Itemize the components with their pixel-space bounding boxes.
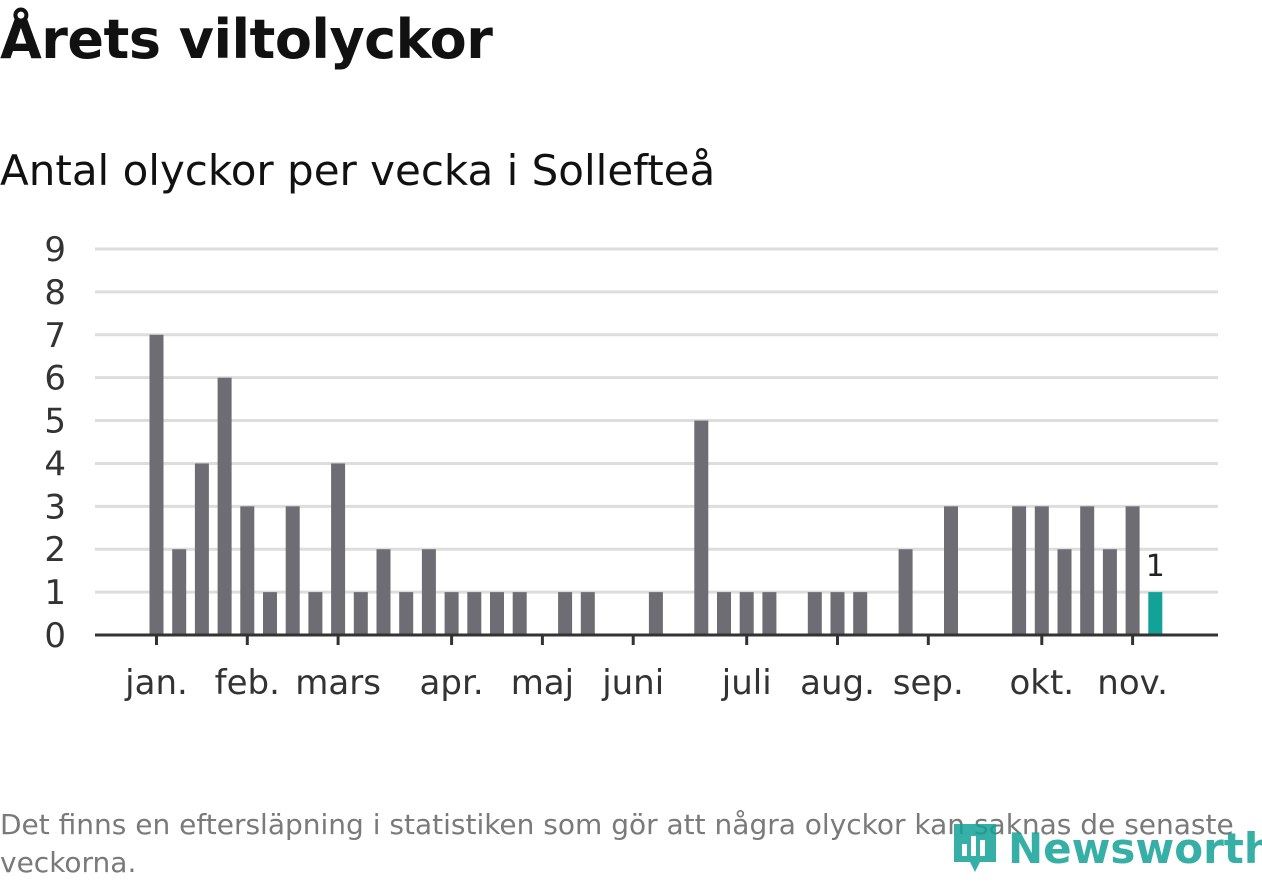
bar	[830, 592, 845, 635]
bar	[331, 463, 346, 635]
bar	[217, 377, 232, 635]
x-tick-label: juli	[721, 663, 772, 703]
bar	[1125, 506, 1140, 635]
bar	[717, 592, 731, 635]
x-tick-label: feb.	[215, 663, 280, 703]
bar	[1012, 506, 1027, 635]
bar	[807, 592, 822, 635]
logo-text: Newsworthy	[1008, 823, 1262, 873]
newsworthy-logo-icon	[954, 824, 996, 872]
bar	[853, 592, 868, 635]
x-tick-label: okt.	[1009, 663, 1074, 703]
y-tick-label: 8	[44, 273, 66, 313]
y-tick-label: 6	[44, 359, 66, 399]
x-tick-label: aug.	[800, 663, 875, 703]
bar	[648, 592, 663, 635]
bar	[1080, 506, 1095, 635]
bar	[240, 506, 255, 635]
bar	[1057, 549, 1072, 635]
x-tick-label: juni	[601, 663, 664, 703]
bar	[421, 549, 436, 635]
x-tick-label: apr.	[420, 663, 484, 703]
y-tick-label: 0	[44, 616, 66, 656]
x-tick-label: sep.	[893, 663, 964, 703]
bar	[376, 549, 391, 635]
bar	[558, 592, 573, 635]
x-tick-label: mars	[295, 663, 381, 703]
x-tick-label: nov.	[1097, 663, 1168, 703]
x-tick-label: maj	[511, 663, 574, 703]
footnote: Det finns en eftersläpning i statistiken…	[0, 808, 1234, 879]
bar	[1034, 506, 1049, 635]
bar	[467, 592, 482, 635]
bar	[1102, 549, 1117, 635]
y-tick-label: 3	[44, 487, 66, 527]
y-tick-label: 1	[44, 573, 66, 613]
chart-title: Årets viltolyckor	[0, 8, 493, 71]
bar	[512, 592, 527, 635]
bar	[490, 592, 504, 635]
bar	[263, 592, 277, 635]
bar	[308, 592, 323, 635]
bar	[944, 506, 958, 635]
highlight-bar	[1148, 592, 1163, 635]
bar	[399, 592, 414, 635]
newsworthy-logo: Newsworthy	[950, 820, 1262, 876]
bar	[149, 334, 164, 635]
y-tick-label: 2	[44, 530, 66, 570]
bar	[353, 592, 368, 635]
bar	[194, 463, 209, 635]
chart-subtitle: Antal olyckor per vecka i Sollefteå	[0, 146, 716, 195]
bar	[172, 549, 187, 635]
bar	[694, 420, 709, 635]
x-tick-label: jan.	[124, 663, 188, 703]
bar	[762, 592, 777, 635]
bar	[285, 506, 300, 635]
y-tick-label: 9	[44, 230, 66, 270]
bar	[444, 592, 459, 635]
y-tick-label: 7	[44, 316, 66, 356]
y-tick-label: 4	[44, 444, 66, 484]
bar	[580, 592, 595, 635]
bar-data-label: 1	[1146, 549, 1165, 584]
bar	[898, 549, 913, 635]
y-tick-label: 5	[44, 402, 66, 442]
bar	[739, 592, 754, 635]
